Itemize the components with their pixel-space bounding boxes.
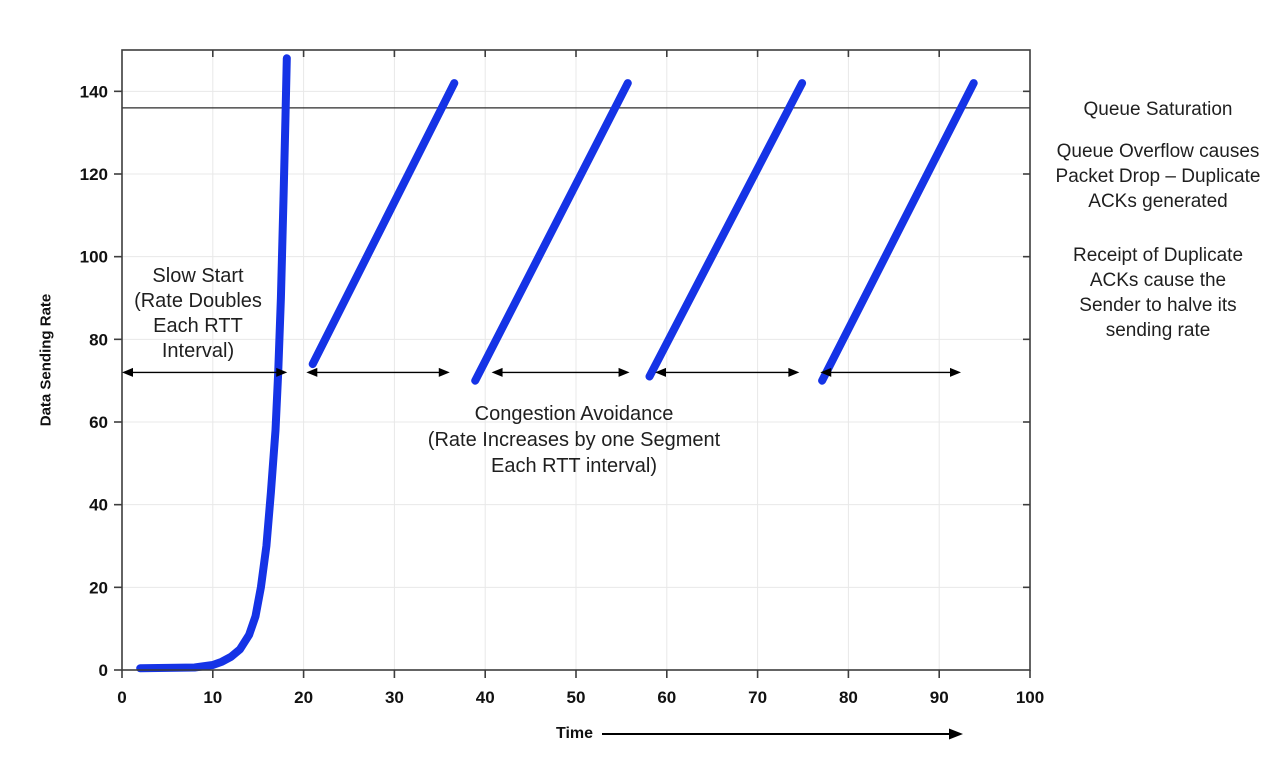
arrowhead [438,367,450,377]
annotation-line: Interval) [161,340,235,362]
y-tick-label: 100 [80,248,108,267]
annotation-line: ACKs generated [1088,191,1228,212]
x-tick-label: 0 [117,688,126,707]
arrowhead [949,367,961,377]
series-congestion-avoidance-1 [308,79,459,369]
annotation-line: (Rate Increases by one Segment [427,429,721,451]
annotation-line: Each RTT [153,315,243,337]
series-congestion-avoidance-4 [818,79,978,385]
x-tick-label: 50 [567,688,586,707]
y-tick-label: 0 [99,661,108,680]
series-congestion-avoidance-3 [645,79,807,381]
y-tick-label: 40 [89,496,108,515]
annotation-line: ACKs cause the [1089,270,1227,291]
y-tick-label: 120 [80,165,108,184]
annotation-line: Congestion Avoidance [474,403,674,425]
annotation-line: Queue Overflow causes [1056,141,1260,162]
x-tick-label: 90 [930,688,949,707]
congestion-avoidance-annotation: Congestion Avoidance (Rate Increases by … [428,401,720,479]
arrowhead [618,367,630,377]
y-axis-title: Data Sending Rate [37,293,55,427]
annotation-line: Receipt of Duplicate [1072,245,1244,266]
arrowhead [788,367,800,377]
y-tick-label: 140 [80,82,108,101]
y-tick-label: 60 [89,413,108,432]
annotation-line: sending rate [1105,320,1211,341]
arrowhead [491,367,503,377]
x-tick-label: 20 [294,688,313,707]
annotation-line: Sender to halve its [1079,295,1237,316]
x-tick-label: 100 [1016,688,1044,707]
queue-saturation-label: Queue Saturation [1084,97,1233,122]
x-tick-label: 40 [476,688,495,707]
time-arrowhead [949,728,963,740]
series-congestion-avoidance-2 [471,79,632,385]
annotation-line: (Rate Doubles [134,290,262,312]
arrowhead [306,367,318,377]
slow-start-annotation: Slow Start (Rate Doubles Each RTT Interv… [134,264,262,364]
arrowhead [122,367,133,377]
x-tick-label: 60 [657,688,676,707]
arrowhead [654,367,666,377]
y-tick-label: 20 [89,578,108,597]
x-tick-label: 70 [748,688,767,707]
annotation-line: Slow Start [152,265,244,287]
queue-overflow-annotation: Queue Overflow causes Packet Drop – Dupl… [1056,139,1261,214]
series-slow-start-curve [136,54,291,673]
annotation-line: Packet Drop – Duplicate [1055,166,1261,187]
x-tick-label: 80 [839,688,858,707]
arrowhead [276,367,288,377]
annotation-line: Queue Saturation [1083,99,1233,120]
arrowhead [820,367,832,377]
duplicate-acks-annotation: Receipt of Duplicate ACKs cause the Send… [1073,243,1243,343]
x-tick-label: 30 [385,688,404,707]
x-tick-label: 10 [203,688,222,707]
annotation-line: Each RTT interval) [490,455,657,477]
x-axis-title: Time [556,725,594,742]
y-tick-label: 80 [89,330,108,349]
